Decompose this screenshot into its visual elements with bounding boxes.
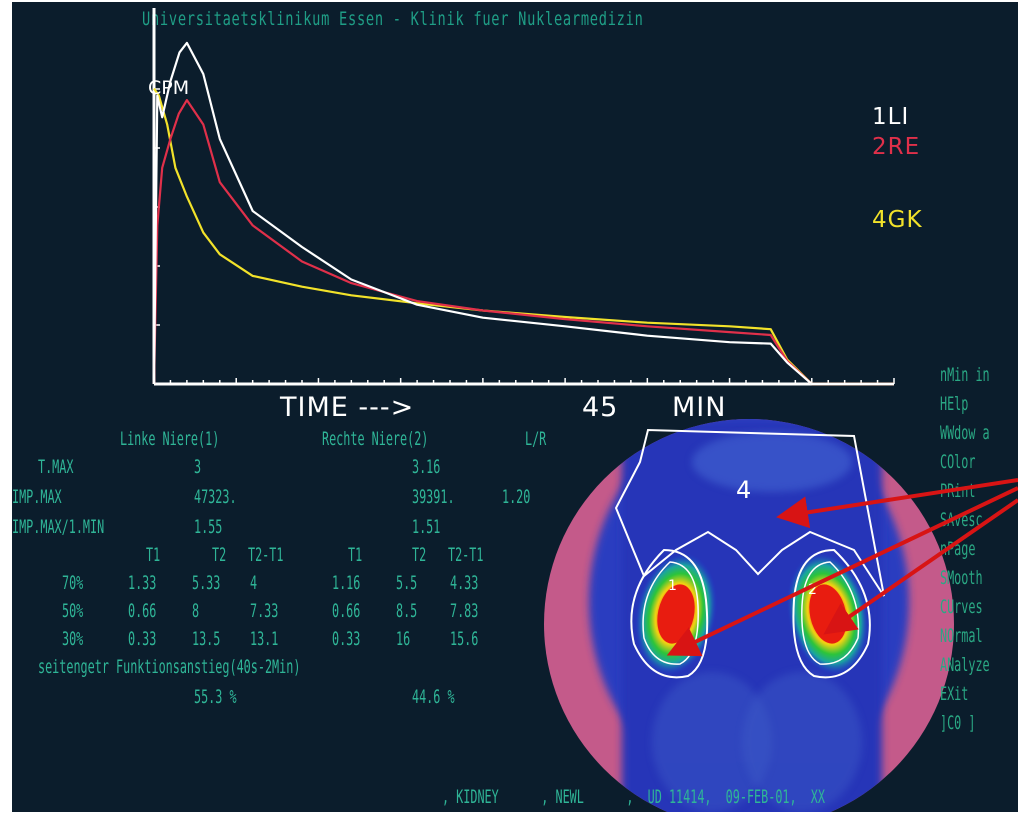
crt-screen: Universitaetsklinikum Essen - Klinik fue… xyxy=(12,2,1018,812)
menu-item[interactable]: ]C0 ] xyxy=(940,712,976,734)
annotation-arrows xyxy=(666,478,1018,657)
impmax-right: 39391. xyxy=(412,486,455,508)
t-header-t2t1-left: T2-T1 xyxy=(248,544,284,566)
impmax-1min-right: 1.51 xyxy=(412,516,441,538)
function-rise-label: seitengetr Funktionsanstieg(40s-2Min) xyxy=(38,656,301,678)
tmax-left: 3 xyxy=(194,456,202,478)
impmax-ratio: 1.20 xyxy=(502,486,531,508)
legend-1li: 1LI xyxy=(872,104,910,130)
series-line-4GK xyxy=(153,87,894,386)
pct-70-t2-left: 5.33 xyxy=(192,572,221,594)
pct-50-t2t1-left: 7.33 xyxy=(250,600,279,622)
pct-50-t1-left: 0.66 xyxy=(128,600,157,622)
col-left-header: Linke Niere(1) xyxy=(120,428,220,450)
menu-item[interactable]: nPage xyxy=(940,538,976,560)
t-header-t2-right: T2 xyxy=(412,544,427,566)
pct-30-t1-right: 0.33 xyxy=(332,628,361,650)
impmax-left: 47323. xyxy=(194,486,237,508)
pct-50-label: 50% xyxy=(62,600,84,622)
function-rise-right: 44.6 % xyxy=(412,686,455,708)
roi-4-outline xyxy=(614,428,885,597)
legend-2re: 2RE xyxy=(872,134,921,160)
pct-70-t2t1-left: 4 xyxy=(250,572,258,594)
pct-30-t1-left: 0.33 xyxy=(128,628,157,650)
menu-item[interactable]: EXit xyxy=(940,683,969,705)
roi-1-outline xyxy=(630,548,709,679)
pct-30-t2t1-right: 15.6 xyxy=(450,628,479,650)
legend-4gk: 4GK xyxy=(872,207,923,233)
menu-item[interactable]: ANalyze xyxy=(940,654,990,676)
menu-item[interactable]: HElp xyxy=(940,393,969,415)
footer-info: , KIDNEY , NEWL , UD 11414, 09-FEB-01, X… xyxy=(442,786,825,808)
pct-30-label: 30% xyxy=(62,628,84,650)
menu-item[interactable]: SMooth xyxy=(940,567,983,589)
x-axis-end-value: 45 xyxy=(582,392,619,423)
pct-30-t2-left: 13.5 xyxy=(192,628,221,650)
row-label-tmax: T.MAX xyxy=(38,456,74,478)
function-rise-left: 55.3 % xyxy=(194,686,237,708)
tmax-right: 3.16 xyxy=(412,456,441,478)
pct-50-t1-right: 0.66 xyxy=(332,600,361,622)
roi-label-2: 2 xyxy=(808,582,817,598)
pct-70-t1-right: 1.16 xyxy=(332,572,361,594)
row-label-impmax: IMP.MAX xyxy=(12,486,62,508)
pct-30-t2t1-left: 13.1 xyxy=(250,628,279,650)
annotation-arrow-roi4 xyxy=(776,478,1018,529)
x-axis-unit: MIN xyxy=(672,392,727,423)
row-label-impmax-1min: IMP.MAX/1.MIN xyxy=(12,516,105,538)
col-ratio-header: L/R xyxy=(525,428,547,450)
pct-50-t2-left: 8 xyxy=(192,600,200,622)
t-header-t2t1-right: T2-T1 xyxy=(448,544,484,566)
pct-30-t2-right: 16 xyxy=(396,628,411,650)
menu-item[interactable]: NOrmal xyxy=(940,625,983,647)
roi-label-1: 1 xyxy=(668,578,677,594)
impmax-1min-left: 1.55 xyxy=(194,516,223,538)
roi-label-4: 4 xyxy=(736,476,751,504)
x-axis-label: TIME ---> xyxy=(280,392,415,423)
header-title: Universitaetsklinikum Essen - Klinik fue… xyxy=(142,8,644,30)
renogram-chart xyxy=(152,8,895,386)
roi-1-inner xyxy=(642,561,699,665)
series-line-1LI xyxy=(152,41,894,386)
pct-50-t2-right: 8.5 xyxy=(396,600,418,622)
series-line-2RE xyxy=(152,98,894,386)
pct-70-t2-right: 5.5 xyxy=(396,572,418,594)
menu-item[interactable]: WWdow a xyxy=(940,422,990,444)
menu-item[interactable]: nMin in xyxy=(940,364,990,386)
pct-50-t2t1-right: 7.83 xyxy=(450,600,479,622)
annotation-arrow-left-kidney xyxy=(666,486,1018,657)
pct-70-t1-left: 1.33 xyxy=(128,572,157,594)
t-header-t1-left: T1 xyxy=(146,544,161,566)
menu-item[interactable]: CUrves xyxy=(940,596,983,618)
menu-item[interactable]: COlor xyxy=(940,451,976,473)
chart-lines xyxy=(152,41,894,386)
pct-70-t2t1-right: 4.33 xyxy=(450,572,479,594)
t-header-t1-right: T1 xyxy=(348,544,363,566)
menu-item[interactable]: SAvesc xyxy=(940,509,983,531)
t-header-t2-left: T2 xyxy=(212,544,227,566)
annotation-arrow-right-kidney xyxy=(823,498,1018,635)
col-right-header: Rechte Niere(2) xyxy=(322,428,429,450)
pct-70-label: 70% xyxy=(62,572,84,594)
